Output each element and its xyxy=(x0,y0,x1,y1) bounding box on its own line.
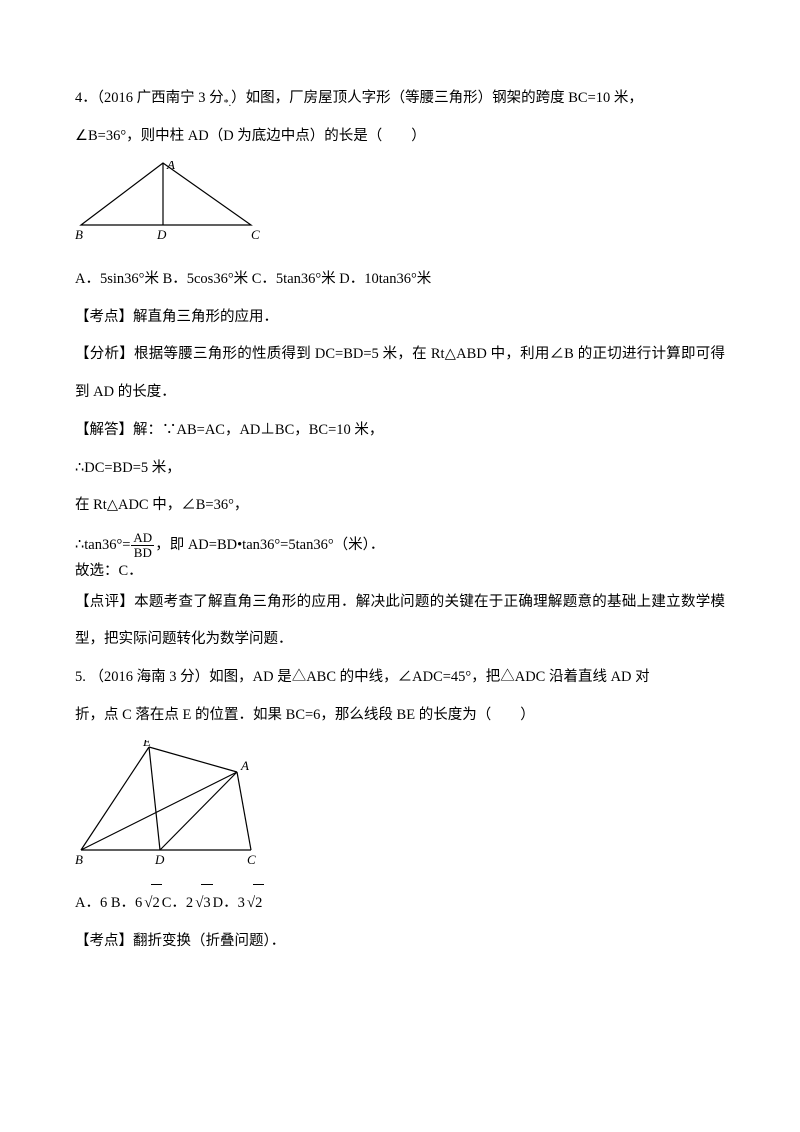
q4-jieda-5: 故选：C． xyxy=(75,560,725,583)
svg-text:D: D xyxy=(156,227,167,242)
svg-text:B: B xyxy=(75,227,83,242)
q4-jieda-1: 【解答】解：∵AB=AC，AD⊥BC，BC=10 米， xyxy=(75,412,725,450)
q4-jieda4-post: ，即 AD=BD•tan36°=5tan36°（米）． xyxy=(155,537,384,553)
q5-opt-c: C．2 xyxy=(162,895,193,911)
q4-subdot: *. xyxy=(224,98,232,109)
q4-text-2: ）如图，厂房屋顶人字形（等腰三角形）钢架的跨度 BC=10 米， xyxy=(231,90,643,106)
sqrt-3: 3 xyxy=(193,884,212,923)
svg-text:D: D xyxy=(154,852,165,866)
q4-jieda-3: 在 Rt△ADC 中，∠B=36°， xyxy=(75,487,725,525)
sqrt-2b: 2 xyxy=(245,884,264,923)
q5-opt-ab: A．6 B．6 xyxy=(75,895,142,911)
q4-jieda-4: ∴tan36°=ADBD，即 AD=BD•tan36°=5tan36°（米）． xyxy=(75,531,725,561)
svg-text:A: A xyxy=(166,161,175,172)
q4-fraction: ADBD xyxy=(131,531,154,561)
q5-stem-1: 5. （2016 海南 3 分）如图，AD 是△ABC 的中线，∠ADC=45°… xyxy=(75,659,725,697)
q5-fold-diagram: E A B D C xyxy=(75,740,725,882)
frac-num: AD xyxy=(131,531,154,546)
q5-opt-d: D．3 xyxy=(213,895,245,911)
q4-stem: 4．（2016 广西南宁 3 分*.）如图，厂房屋顶人字形（等腰三角形）钢架的跨… xyxy=(75,80,725,118)
frac-den: BD xyxy=(131,546,154,560)
svg-text:B: B xyxy=(75,852,83,866)
svg-text:E: E xyxy=(142,740,151,749)
q4-fenxi: 【分析】根据等腰三角形的性质得到 DC=BD=5 米，在 Rt△ABD 中，利用… xyxy=(75,336,725,411)
q5-options: A．6 B．62C．23D．32 xyxy=(75,884,725,923)
q4-kaodian: 【考点】解直角三角形的应用． xyxy=(75,299,725,337)
q4-stem-2: ∠B=36°，则中柱 AD（D 为底边中点）的长是（ ） xyxy=(75,118,725,156)
q4-jieda4-pre: ∴tan36°= xyxy=(75,537,130,553)
sqrt-2a: 2 xyxy=(142,884,161,923)
q5-stem-2: 折，点 C 落在点 E 的位置．如果 BC=6，那么线段 BE 的长度为（ ） xyxy=(75,697,725,735)
svg-text:C: C xyxy=(247,852,256,866)
q4-triangle-diagram: A B C D xyxy=(75,161,725,259)
q4-text-1: 4．（2016 广西南宁 3 分 xyxy=(75,90,224,106)
q4-options: A．5sin36°米 B．5cos36°米 C．5tan36°米 D．10tan… xyxy=(75,261,725,299)
svg-text:A: A xyxy=(240,758,249,773)
q4-dianping: 【点评】本题考查了解直角三角形的应用．解决此问题的关键在于正确理解题意的基础上建… xyxy=(75,584,725,659)
q5-kaodian: 【考点】翻折变换（折叠问题）． xyxy=(75,923,725,961)
q4-jieda-2: ∴DC=BD=5 米， xyxy=(75,450,725,488)
svg-text:C: C xyxy=(251,227,260,242)
